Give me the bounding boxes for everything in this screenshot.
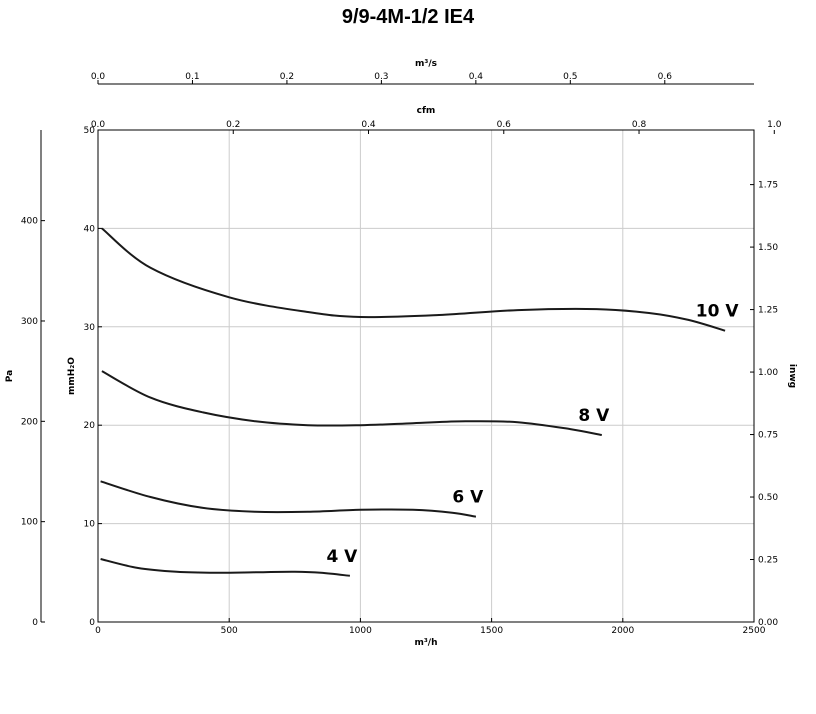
- y-tick-label: 50: [84, 126, 96, 136]
- m3s-tick-label: 0.6: [658, 72, 673, 82]
- y-tick-label: 0: [89, 618, 95, 628]
- curve-label-8v: 8 V: [578, 406, 610, 426]
- top-outer-axis-label: m³/s: [415, 59, 437, 69]
- right-axis-label: inwg: [787, 364, 797, 388]
- cfm-tick-label: 1.0: [767, 120, 782, 130]
- grid-lines: [97, 129, 755, 623]
- curves: 10 V 8 V 6 V 4 V: [100, 227, 740, 577]
- x-tick-label: 500: [221, 626, 238, 636]
- plot-frame: [97, 129, 755, 623]
- inwg-tick-label: 0.25: [758, 556, 778, 566]
- x-tick-label: 0: [95, 626, 101, 636]
- y-axis-label: mmH₂O: [67, 357, 77, 395]
- pa-tick-label: 300: [21, 317, 38, 327]
- y-tick-label: 10: [84, 520, 96, 530]
- y-tick-label: 30: [84, 323, 96, 333]
- inwg-tick-label: 0.00: [758, 618, 778, 628]
- x-tick-label: 2000: [611, 626, 634, 636]
- x-tick-label: 1000: [349, 626, 372, 636]
- cfm-tick-label: 0.4: [361, 120, 376, 130]
- curve-6v: [100, 480, 477, 518]
- inwg-tick-label: 1.75: [758, 181, 778, 191]
- inwg-tick-label: 0.75: [758, 431, 778, 441]
- m3s-tick-label: 0.2: [280, 72, 294, 82]
- m3s-tick-label: 0.5: [563, 72, 577, 82]
- y-tick-label: 40: [84, 224, 96, 234]
- m3s-tick-label: 0.1: [185, 72, 199, 82]
- curve-label-4v: 4 V: [326, 547, 358, 567]
- x-tick-label: 1500: [480, 626, 503, 636]
- inwg-tick-label: 0.50: [758, 493, 778, 503]
- inwg-tick-label: 1.25: [758, 306, 778, 316]
- x-tick-label: 2500: [743, 626, 766, 636]
- pa-tick-label: 100: [21, 518, 38, 528]
- inwg-tick-label: 1.50: [758, 243, 778, 253]
- pa-tick-label: 400: [21, 217, 38, 227]
- cfm-tick-label: 0.8: [632, 120, 647, 130]
- cfm-tick-label: 0.0: [91, 120, 106, 130]
- curve-8v: [101, 370, 602, 436]
- m3s-tick-label: 0.4: [469, 72, 484, 82]
- m3s-tick-label: 0.0: [91, 72, 106, 82]
- m3s-tick-label: 0.3: [374, 72, 388, 82]
- curve-4v: [100, 558, 351, 577]
- curve-label-10v: 10 V: [696, 302, 740, 322]
- chart-title: 9/9-4M-1/2 IE4: [341, 6, 475, 28]
- y-tick-label: 20: [84, 421, 96, 431]
- inwg-tick-label: 1.00: [758, 368, 778, 378]
- x-axis-label: m³/h: [414, 638, 437, 648]
- top-inner-axis-label: cfm: [417, 106, 436, 116]
- curve-10v: [101, 227, 726, 332]
- pa-tick-label: 200: [21, 417, 38, 427]
- left-outer-axis-label: Pa: [5, 370, 15, 382]
- cfm-tick-label: 0.2: [226, 120, 240, 130]
- curve-label-6v: 6 V: [452, 488, 484, 508]
- cfm-tick-label: 0.6: [497, 120, 512, 130]
- pa-tick-label: 0: [32, 618, 38, 628]
